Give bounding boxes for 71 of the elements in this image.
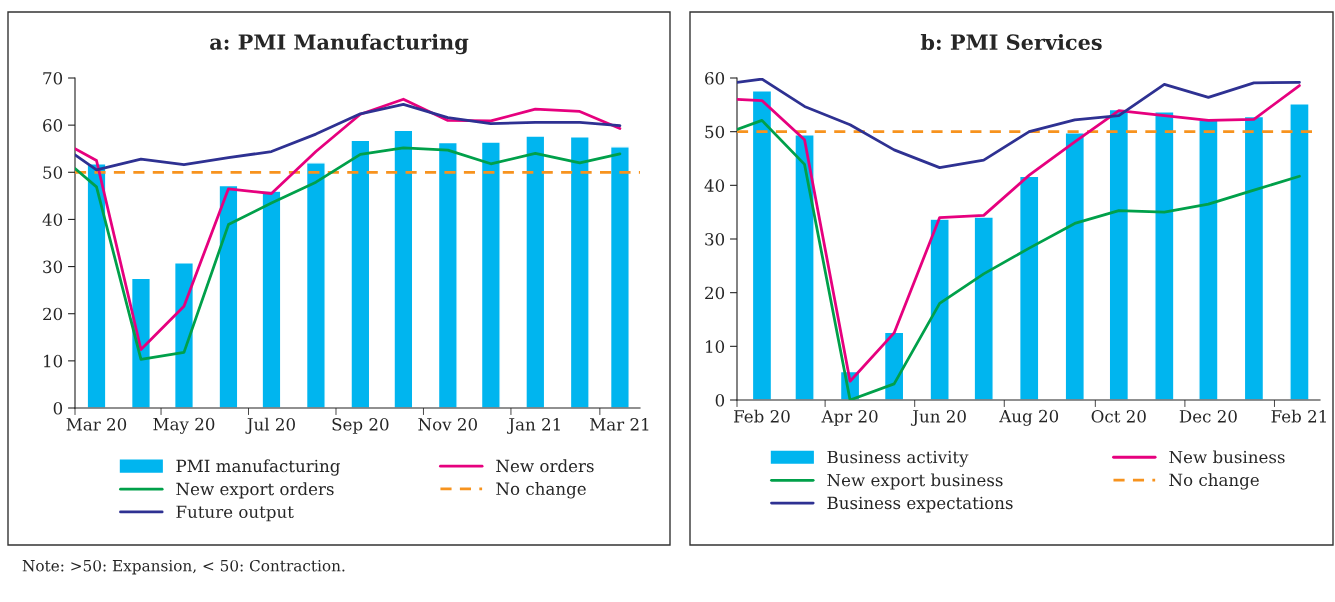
legend-label: New export orders <box>176 482 334 499</box>
bar <box>929 218 950 400</box>
x-tick-label: Feb 21 <box>1271 409 1326 423</box>
bar <box>218 184 239 408</box>
bar <box>1289 103 1310 400</box>
line-series <box>75 146 622 361</box>
x-tick-label: Oct 20 <box>1091 410 1146 423</box>
bar <box>1018 175 1040 400</box>
bar <box>437 141 458 408</box>
bar <box>86 163 107 408</box>
bar <box>1198 119 1219 400</box>
y-tick-label: 70 <box>43 71 63 85</box>
x-tick-label: May 20 <box>153 417 215 434</box>
legend-label: New orders <box>496 459 594 473</box>
x-tick-label: Jan 21 <box>506 418 560 434</box>
y-tick-label: 20 <box>705 286 725 300</box>
text: Note: >50: Expansion, < 50: Contraction. <box>22 559 345 575</box>
chart-title: a: PMI Manufacturing <box>210 33 469 55</box>
legend-label: PMI manufacturing <box>176 459 340 476</box>
y-tick-label: 40 <box>704 179 725 192</box>
bar <box>751 90 773 400</box>
x-tick-label: Mar 20 <box>66 418 127 431</box>
bar <box>305 162 326 408</box>
x-tick-label: Jun 20 <box>910 410 966 426</box>
bar <box>1108 108 1130 400</box>
x-tick-label: Sep 20 <box>332 418 389 434</box>
legend-label: Future output <box>176 505 294 522</box>
y-tick-label: 40 <box>42 213 63 226</box>
x-tick-label: Jul 20 <box>245 417 295 434</box>
y-tick-label: 0 <box>53 401 63 415</box>
x-tick-label: Feb 20 <box>734 409 790 423</box>
line-series <box>75 97 622 351</box>
bar <box>173 262 195 408</box>
line-series <box>737 84 1301 383</box>
line-series <box>737 119 1301 400</box>
bar <box>609 146 630 408</box>
bar <box>973 216 994 400</box>
chart-title: b: PMI Services <box>920 33 1102 51</box>
bar <box>569 136 590 408</box>
x-tick-label: Dec 20 <box>1179 410 1237 423</box>
line-series <box>737 78 1301 170</box>
legend-label: New export business <box>827 473 1003 490</box>
bar <box>525 135 546 408</box>
line-series <box>75 103 622 172</box>
bar <box>794 134 815 400</box>
legend-label: No change <box>1169 473 1259 490</box>
y-tick-label: 50 <box>705 125 725 139</box>
y-tick-label: 50 <box>43 166 63 179</box>
y-tick-label: 10 <box>706 340 725 353</box>
y-tick-label: 60 <box>705 71 725 85</box>
legend-label: Business activity <box>827 450 969 467</box>
x-tick-label: Apr 20 <box>821 410 878 426</box>
legend-label: New business <box>1169 450 1285 464</box>
legend-label: Business expectations <box>827 496 1013 513</box>
y-tick-label: 20 <box>43 307 63 321</box>
y-tick-label: 30 <box>705 232 725 246</box>
y-tick-label: 10 <box>44 354 63 368</box>
bar <box>350 139 371 408</box>
bar <box>1064 132 1085 400</box>
x-tick-label: Aug 20 <box>999 409 1059 426</box>
x-tick-label: Nov 20 <box>418 418 478 431</box>
bar <box>1243 115 1265 400</box>
bar <box>480 141 501 408</box>
legend-label: No change <box>496 482 586 499</box>
y-tick-label: 60 <box>43 119 63 132</box>
y-tick-label: 0 <box>715 393 725 407</box>
y-tick-label: 30 <box>43 260 63 274</box>
x-tick-label: Mar 21 <box>590 418 649 431</box>
bar <box>1154 111 1175 400</box>
bar <box>393 129 414 408</box>
bar <box>261 190 282 408</box>
